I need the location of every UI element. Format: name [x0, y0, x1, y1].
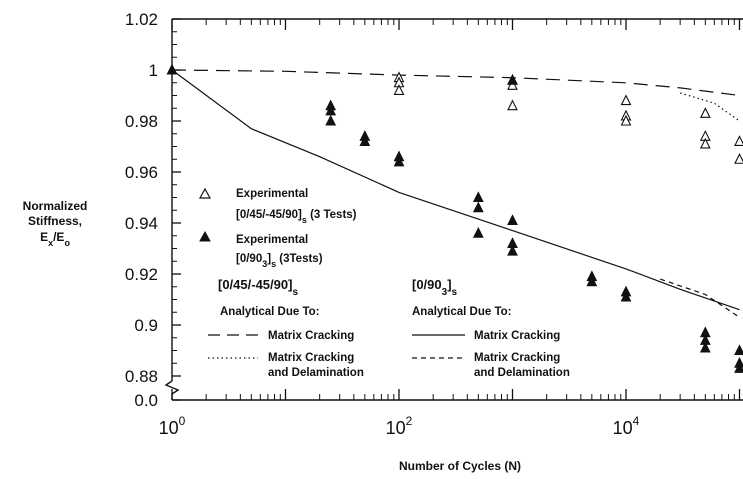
open-triangle-point: [734, 153, 743, 164]
y-ticks: 1.02 1 0.98 0.96 0.94 0.92 0.9 0.88 0.0: [125, 10, 181, 410]
x-tick-label: 102: [386, 414, 413, 438]
legend-exp2-line1: Experimental: [236, 234, 308, 246]
y-tick-label: 1.02: [125, 10, 158, 29]
filled-triangle-point: [507, 73, 518, 85]
y-tick-label: 0.92: [125, 265, 158, 284]
legend-filled-triangle-icon: [199, 230, 211, 242]
y-tick-label: 0.98: [125, 112, 158, 131]
x-tick-label: 100: [159, 414, 186, 438]
legend-left-item2-line1: Matrix Cracking: [268, 352, 354, 364]
legend: Experimental [0/45/-45/90]s (3 Tests) Ex…: [198, 187, 570, 379]
legend-right-item2-line2: and Delamination: [474, 367, 570, 379]
filled-triangle-point: [325, 114, 337, 126]
y-tick-label: 0.96: [125, 163, 158, 182]
filled-triangle-point: [393, 155, 405, 167]
curve-solid: [171, 69, 740, 311]
filled-triangle-point: [166, 63, 178, 75]
y-tick-label: 0.88: [125, 367, 158, 386]
open-triangle-point: [393, 84, 405, 95]
legend-open-triangle-icon: [198, 187, 212, 199]
legend-right-analytical: Analytical Due To:: [412, 306, 511, 318]
filled-triangle-point: [699, 341, 711, 353]
legend-left-item2-line2: and Delamination: [268, 367, 364, 379]
curve-short-dash: [660, 278, 740, 318]
curve-long-dash: [171, 69, 740, 97]
open-triangle-point: [734, 135, 743, 146]
y-axis-label-line3: Ex/Eo: [40, 230, 70, 248]
y-axis-label-line2: Stiffness,: [28, 214, 82, 228]
filled-triangle-point: [586, 275, 598, 287]
open-triangle-point: [620, 114, 632, 126]
open-triangle-point: [699, 137, 711, 149]
open-triangle-point: [620, 94, 632, 106]
filled-triangle-point: [472, 191, 484, 203]
y-tick-label: 0.0: [134, 391, 158, 410]
x-axis-label: Number of Cycles (N): [399, 459, 521, 473]
y-axis-label-line1: Normalized: [23, 199, 88, 213]
legend-exp1-line2: [0/45/-45/90]s (3 Tests): [236, 209, 357, 225]
legend-left-analytical: Analytical Due To:: [220, 306, 319, 318]
filled-triangle-point: [472, 226, 484, 238]
open-triangle-point: [507, 99, 518, 111]
x-tick-label: 104: [613, 414, 640, 438]
y-tick-label: 0.94: [125, 214, 158, 233]
filled-triangle-point: [734, 362, 743, 373]
legend-right-item2-line1: Matrix Cracking: [474, 352, 560, 364]
filled-triangle-point: [507, 214, 518, 225]
x-ticks: 100 102 104: [159, 19, 741, 438]
y-tick-label: 0.9: [134, 316, 158, 335]
legend-left-heading: [0/45/-45/90]s: [218, 277, 298, 298]
open-triangle-point: [699, 107, 711, 118]
filled-triangle-point: [507, 244, 518, 256]
filled-triangle-point: [472, 201, 484, 213]
axes: [164, 18, 743, 401]
legend-exp1-line1: Experimental: [236, 188, 308, 200]
open-triangle-point: [507, 79, 518, 90]
legend-right-heading: [0/903]s: [412, 277, 458, 298]
legend-left-item1: Matrix Cracking: [268, 330, 354, 342]
y-tick-label: 1: [149, 61, 158, 80]
filled-triangle-point: [620, 290, 632, 302]
experimental-points: [166, 63, 743, 373]
filled-triangle-point: [734, 344, 743, 356]
filled-triangle-point: [359, 135, 371, 146]
legend-exp2-line2: [0/903]s (3Tests): [236, 253, 323, 269]
legend-right-item1: Matrix Cracking: [474, 330, 560, 342]
